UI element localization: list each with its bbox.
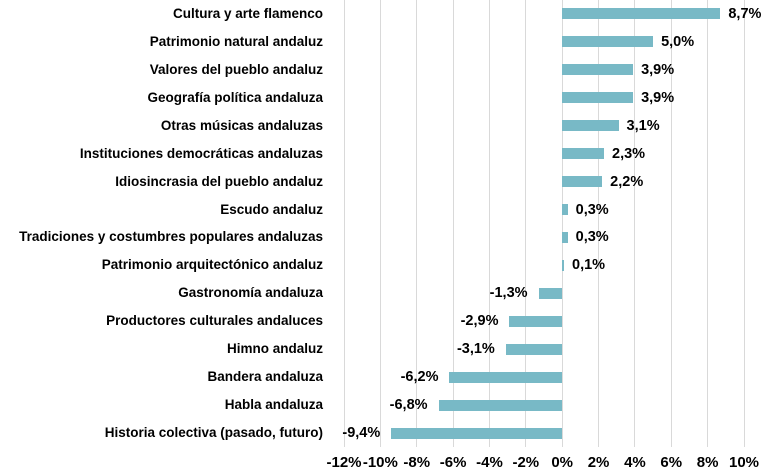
value-label: -9,4% <box>342 425 381 442</box>
value-label: -6,2% <box>400 369 439 386</box>
category-label: Tradiciones y costumbres populares andal… <box>19 229 323 245</box>
value-label: 3,1% <box>626 117 660 134</box>
bar <box>562 148 604 160</box>
value-label: -6,8% <box>389 397 428 414</box>
category-label: Valores del pueblo andaluz <box>149 61 323 77</box>
x-axis-tick-label: -8% <box>403 454 431 471</box>
bar <box>538 287 563 299</box>
category-label: Historia colectiva (pasado, futuro) <box>104 425 323 441</box>
gridline <box>452 0 454 447</box>
value-label: 3,9% <box>641 61 675 78</box>
value-label: -3,1% <box>456 341 495 358</box>
gridline <box>525 0 527 447</box>
x-axis-tick-label: -2% <box>512 454 540 471</box>
bar <box>509 315 563 327</box>
x-axis-tick-label: 6% <box>660 454 683 471</box>
value-label: 0,1% <box>572 257 606 274</box>
category-label: Idiosincrasia del pueblo andaluz <box>115 173 323 189</box>
value-label: 5,0% <box>661 33 695 50</box>
bar <box>562 92 634 104</box>
x-axis-tick-label: -12% <box>326 454 362 471</box>
bar <box>562 176 603 188</box>
gridline <box>561 0 563 447</box>
bar <box>438 399 563 411</box>
gridline <box>379 0 381 447</box>
gridline <box>598 0 600 447</box>
x-axis-tick-label: 0% <box>551 454 574 471</box>
value-label: -2,9% <box>460 313 499 330</box>
x-axis-tick-label: 8% <box>696 454 719 471</box>
value-label: 3,9% <box>641 89 675 106</box>
category-label: Productores culturales andaluces <box>106 313 323 329</box>
category-label: Bandera andaluza <box>207 369 323 385</box>
x-axis-tick-label: 10% <box>728 454 760 471</box>
value-label: 0,3% <box>575 229 609 246</box>
x-axis-tick-label: 2% <box>587 454 610 471</box>
gridline <box>634 0 636 447</box>
bar <box>562 259 564 271</box>
category-label: Patrimonio natural andaluz <box>149 33 323 49</box>
value-label: 2,3% <box>612 145 646 162</box>
bar <box>562 204 568 216</box>
gridline <box>488 0 490 447</box>
bar <box>391 427 563 439</box>
value-label: 0,3% <box>575 201 609 218</box>
bar <box>562 120 619 132</box>
gridline <box>416 0 418 447</box>
gridline <box>743 0 745 447</box>
gridline <box>343 0 345 447</box>
bar <box>505 343 563 355</box>
category-label: Cultura y arte flamenco <box>172 5 323 21</box>
value-label: -1,3% <box>489 285 528 302</box>
gridline <box>670 0 672 447</box>
x-axis-tick-label: -6% <box>439 454 467 471</box>
category-label: Himno andaluz <box>226 341 323 357</box>
value-label: 2,2% <box>610 173 644 190</box>
category-label: Geografía política andaluza <box>147 89 323 105</box>
category-label: Escudo andaluz <box>220 201 323 217</box>
category-label: Gastronomía andaluza <box>178 285 323 301</box>
bar <box>562 64 634 76</box>
gridline <box>707 0 709 447</box>
category-label: Patrimonio arquitectónico andaluz <box>101 257 323 273</box>
x-axis-tick-label: 4% <box>624 454 646 471</box>
category-label: Habla andaluza <box>224 397 323 413</box>
category-label: Instituciones democráticas andaluzas <box>79 145 323 161</box>
bar <box>449 371 563 383</box>
category-label: Otras músicas andaluzas <box>160 117 323 133</box>
bar <box>562 8 721 20</box>
x-axis-tick-label: -10% <box>362 454 398 471</box>
bar <box>562 231 568 243</box>
bar <box>562 36 654 48</box>
x-axis-tick-label: -4% <box>476 454 503 471</box>
value-label: 8,7% <box>728 5 762 22</box>
